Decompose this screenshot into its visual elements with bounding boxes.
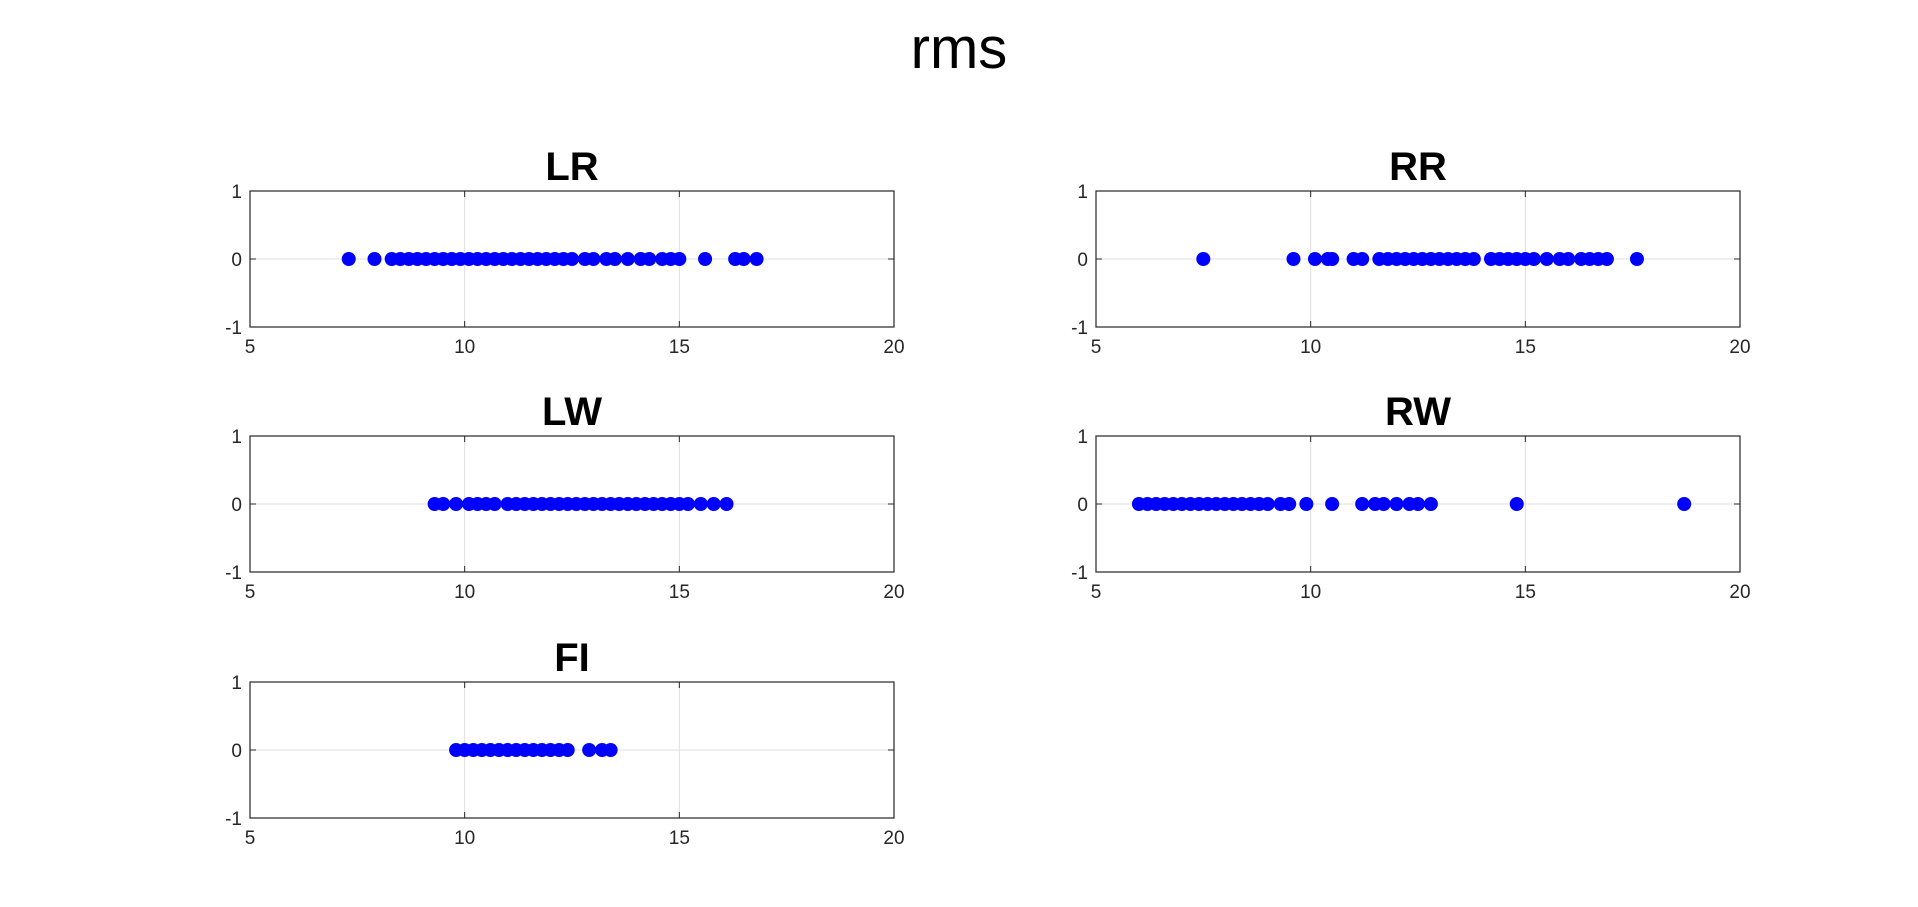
data-point — [1325, 497, 1340, 511]
y-tick-label: 1 — [231, 427, 242, 448]
data-point — [1389, 497, 1404, 511]
y-tick-label: 0 — [1077, 250, 1088, 271]
data-point — [436, 497, 451, 511]
subplot-title: RR — [1389, 145, 1447, 189]
data-point — [487, 497, 502, 511]
data-point — [607, 252, 622, 266]
data-point — [1355, 252, 1370, 266]
axes-frame — [1095, 435, 1741, 573]
data-point — [586, 252, 601, 266]
x-tick-label: 10 — [1300, 337, 1321, 358]
y-tick-label: 1 — [231, 182, 242, 203]
data-point — [1355, 497, 1370, 511]
y-tick-label: 1 — [231, 673, 242, 694]
y-tick-label: -1 — [225, 563, 242, 584]
data-point — [1299, 497, 1314, 511]
data-point — [565, 252, 579, 266]
data-point — [620, 252, 635, 266]
x-tick-label: 5 — [1091, 337, 1102, 358]
y-tick-label: 0 — [231, 495, 242, 516]
subplot-rw: 5 10 15 20 -1 0 1 RW — [1071, 390, 1750, 603]
data-point — [698, 252, 713, 266]
x-tick-label: 15 — [669, 582, 690, 603]
x-tick-label: 20 — [883, 582, 904, 603]
axes-frame — [1095, 190, 1741, 328]
data-point — [1325, 252, 1340, 266]
data-point — [1423, 497, 1438, 511]
data-point — [642, 252, 657, 266]
y-tick-label: 0 — [231, 741, 242, 762]
subplot-title: RW — [1385, 390, 1451, 434]
data-point — [1286, 252, 1301, 266]
subplot-lr: 5 10 15 20 -1 0 1 LR — [225, 145, 904, 358]
subplot-rr: 5 10 15 20 -1 0 1 RR — [1071, 145, 1750, 358]
x-tick-label: 5 — [1091, 582, 1102, 603]
x-tick-label: 20 — [1729, 337, 1750, 358]
x-tick-label: 20 — [883, 337, 904, 358]
data-point — [693, 497, 708, 511]
data-point — [680, 497, 695, 511]
data-point — [1260, 497, 1275, 511]
data-point — [1196, 252, 1211, 266]
y-tick-label: 1 — [1077, 182, 1088, 203]
data-point — [1599, 252, 1614, 266]
figure-title: rms — [911, 16, 1008, 81]
data-point — [1376, 497, 1391, 511]
x-tick-label: 20 — [883, 828, 904, 849]
x-tick-label: 5 — [245, 828, 256, 849]
x-tick-label: 20 — [1729, 582, 1750, 603]
y-tick-label: 1 — [1077, 427, 1088, 448]
x-tick-label: 10 — [454, 828, 475, 849]
data-point — [672, 252, 687, 266]
data-point — [1539, 252, 1554, 266]
subplot-title: FI — [554, 636, 590, 680]
y-tick-label: -1 — [1071, 563, 1088, 584]
data-point — [367, 252, 382, 266]
data-point — [749, 252, 764, 266]
axes-frame — [249, 190, 895, 328]
data-point — [341, 252, 356, 266]
data-point — [719, 497, 734, 511]
x-tick-label: 15 — [1515, 582, 1536, 603]
x-tick-label: 15 — [669, 337, 690, 358]
subplot-lw: 5 10 15 20 -1 0 1 LW — [225, 390, 904, 603]
y-tick-label: -1 — [225, 318, 242, 339]
x-tick-label: 10 — [454, 337, 475, 358]
x-tick-label: 5 — [245, 337, 256, 358]
y-tick-label: 0 — [231, 250, 242, 271]
subplot-fi: 5 10 15 20 -1 0 1 FI — [225, 636, 904, 849]
data-point — [603, 743, 618, 757]
subplot-title: LR — [545, 145, 598, 189]
data-point — [1411, 497, 1425, 511]
data-point — [1282, 497, 1297, 511]
data-point — [582, 743, 597, 757]
x-tick-label: 15 — [669, 828, 690, 849]
axes-frame — [249, 681, 895, 819]
data-point — [1561, 252, 1576, 266]
data-point — [1526, 252, 1541, 266]
axes-frame — [249, 435, 895, 573]
x-tick-label: 10 — [454, 582, 475, 603]
data-point — [560, 743, 575, 757]
x-tick-label: 5 — [245, 582, 256, 603]
data-point — [1509, 497, 1524, 511]
data-point — [1307, 252, 1322, 266]
data-point — [706, 497, 721, 511]
y-tick-label: 0 — [1077, 495, 1088, 516]
data-point — [1466, 252, 1481, 266]
x-tick-label: 10 — [1300, 582, 1321, 603]
y-tick-label: -1 — [225, 809, 242, 830]
x-tick-label: 15 — [1515, 337, 1536, 358]
data-point — [1677, 497, 1692, 511]
y-tick-label: -1 — [1071, 318, 1088, 339]
data-point — [449, 497, 464, 511]
data-point — [736, 252, 751, 266]
subplot-title: LW — [542, 390, 602, 434]
data-point — [1629, 252, 1644, 266]
